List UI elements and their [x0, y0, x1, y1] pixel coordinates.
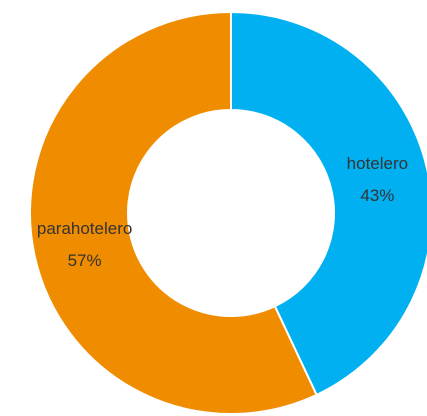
slice-value-label: 57%: [68, 251, 102, 270]
slice-label: hotelero: [347, 154, 408, 173]
donut-slice: [29, 10, 318, 415]
slice-value-label: 43%: [360, 186, 394, 205]
slice-label: parahotelero: [37, 219, 132, 238]
donut-slice: [230, 10, 427, 397]
